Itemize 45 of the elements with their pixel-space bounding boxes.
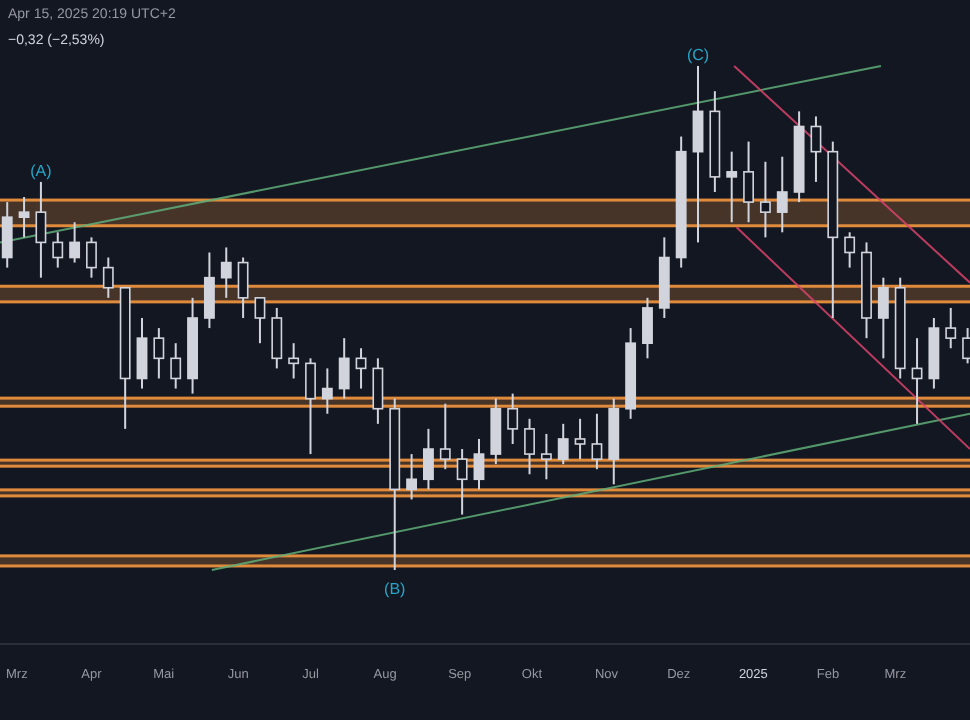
candlestick — [507, 392, 519, 445]
candlestick — [52, 231, 64, 269]
candlestick — [473, 437, 485, 491]
candlestick — [642, 296, 653, 360]
candlestick — [203, 251, 215, 330]
candlestick — [591, 412, 603, 471]
candlestick — [372, 357, 384, 425]
candlestick — [321, 367, 333, 415]
candlestick — [540, 432, 552, 481]
candlestick — [810, 115, 822, 183]
annotation: (A) — [30, 161, 53, 180]
candlestick — [271, 306, 283, 370]
candlestick — [237, 256, 249, 319]
candlestick — [254, 296, 266, 345]
candlestick — [743, 140, 754, 224]
candlestick — [574, 417, 586, 461]
candlestick — [170, 342, 182, 390]
candlestick — [877, 276, 889, 360]
candlestick — [153, 327, 165, 380]
candlestick — [86, 236, 97, 279]
candlestick — [423, 427, 434, 491]
candlestick — [136, 317, 148, 390]
candlestick — [1, 201, 13, 269]
annotation: (B) — [384, 580, 407, 598]
candlestick — [844, 231, 856, 269]
candlestick — [220, 246, 232, 299]
annotation: (C) — [686, 46, 710, 64]
candlestick — [726, 150, 738, 224]
candlestick — [490, 397, 502, 466]
candlestick — [338, 337, 350, 400]
candlestick — [288, 342, 300, 380]
candlestick — [692, 65, 704, 244]
candlestick — [524, 417, 535, 476]
candlestick — [776, 155, 788, 234]
candlestick — [35, 180, 47, 279]
candlestick — [406, 453, 418, 501]
candlestick — [759, 160, 771, 239]
candlestick — [557, 422, 569, 466]
candlestick — [305, 357, 316, 456]
candlestick — [102, 256, 114, 299]
candlestick — [69, 221, 81, 264]
candlestick — [439, 402, 451, 471]
candlestick — [456, 448, 468, 516]
candlestick — [18, 196, 30, 239]
candlestick — [945, 306, 957, 350]
